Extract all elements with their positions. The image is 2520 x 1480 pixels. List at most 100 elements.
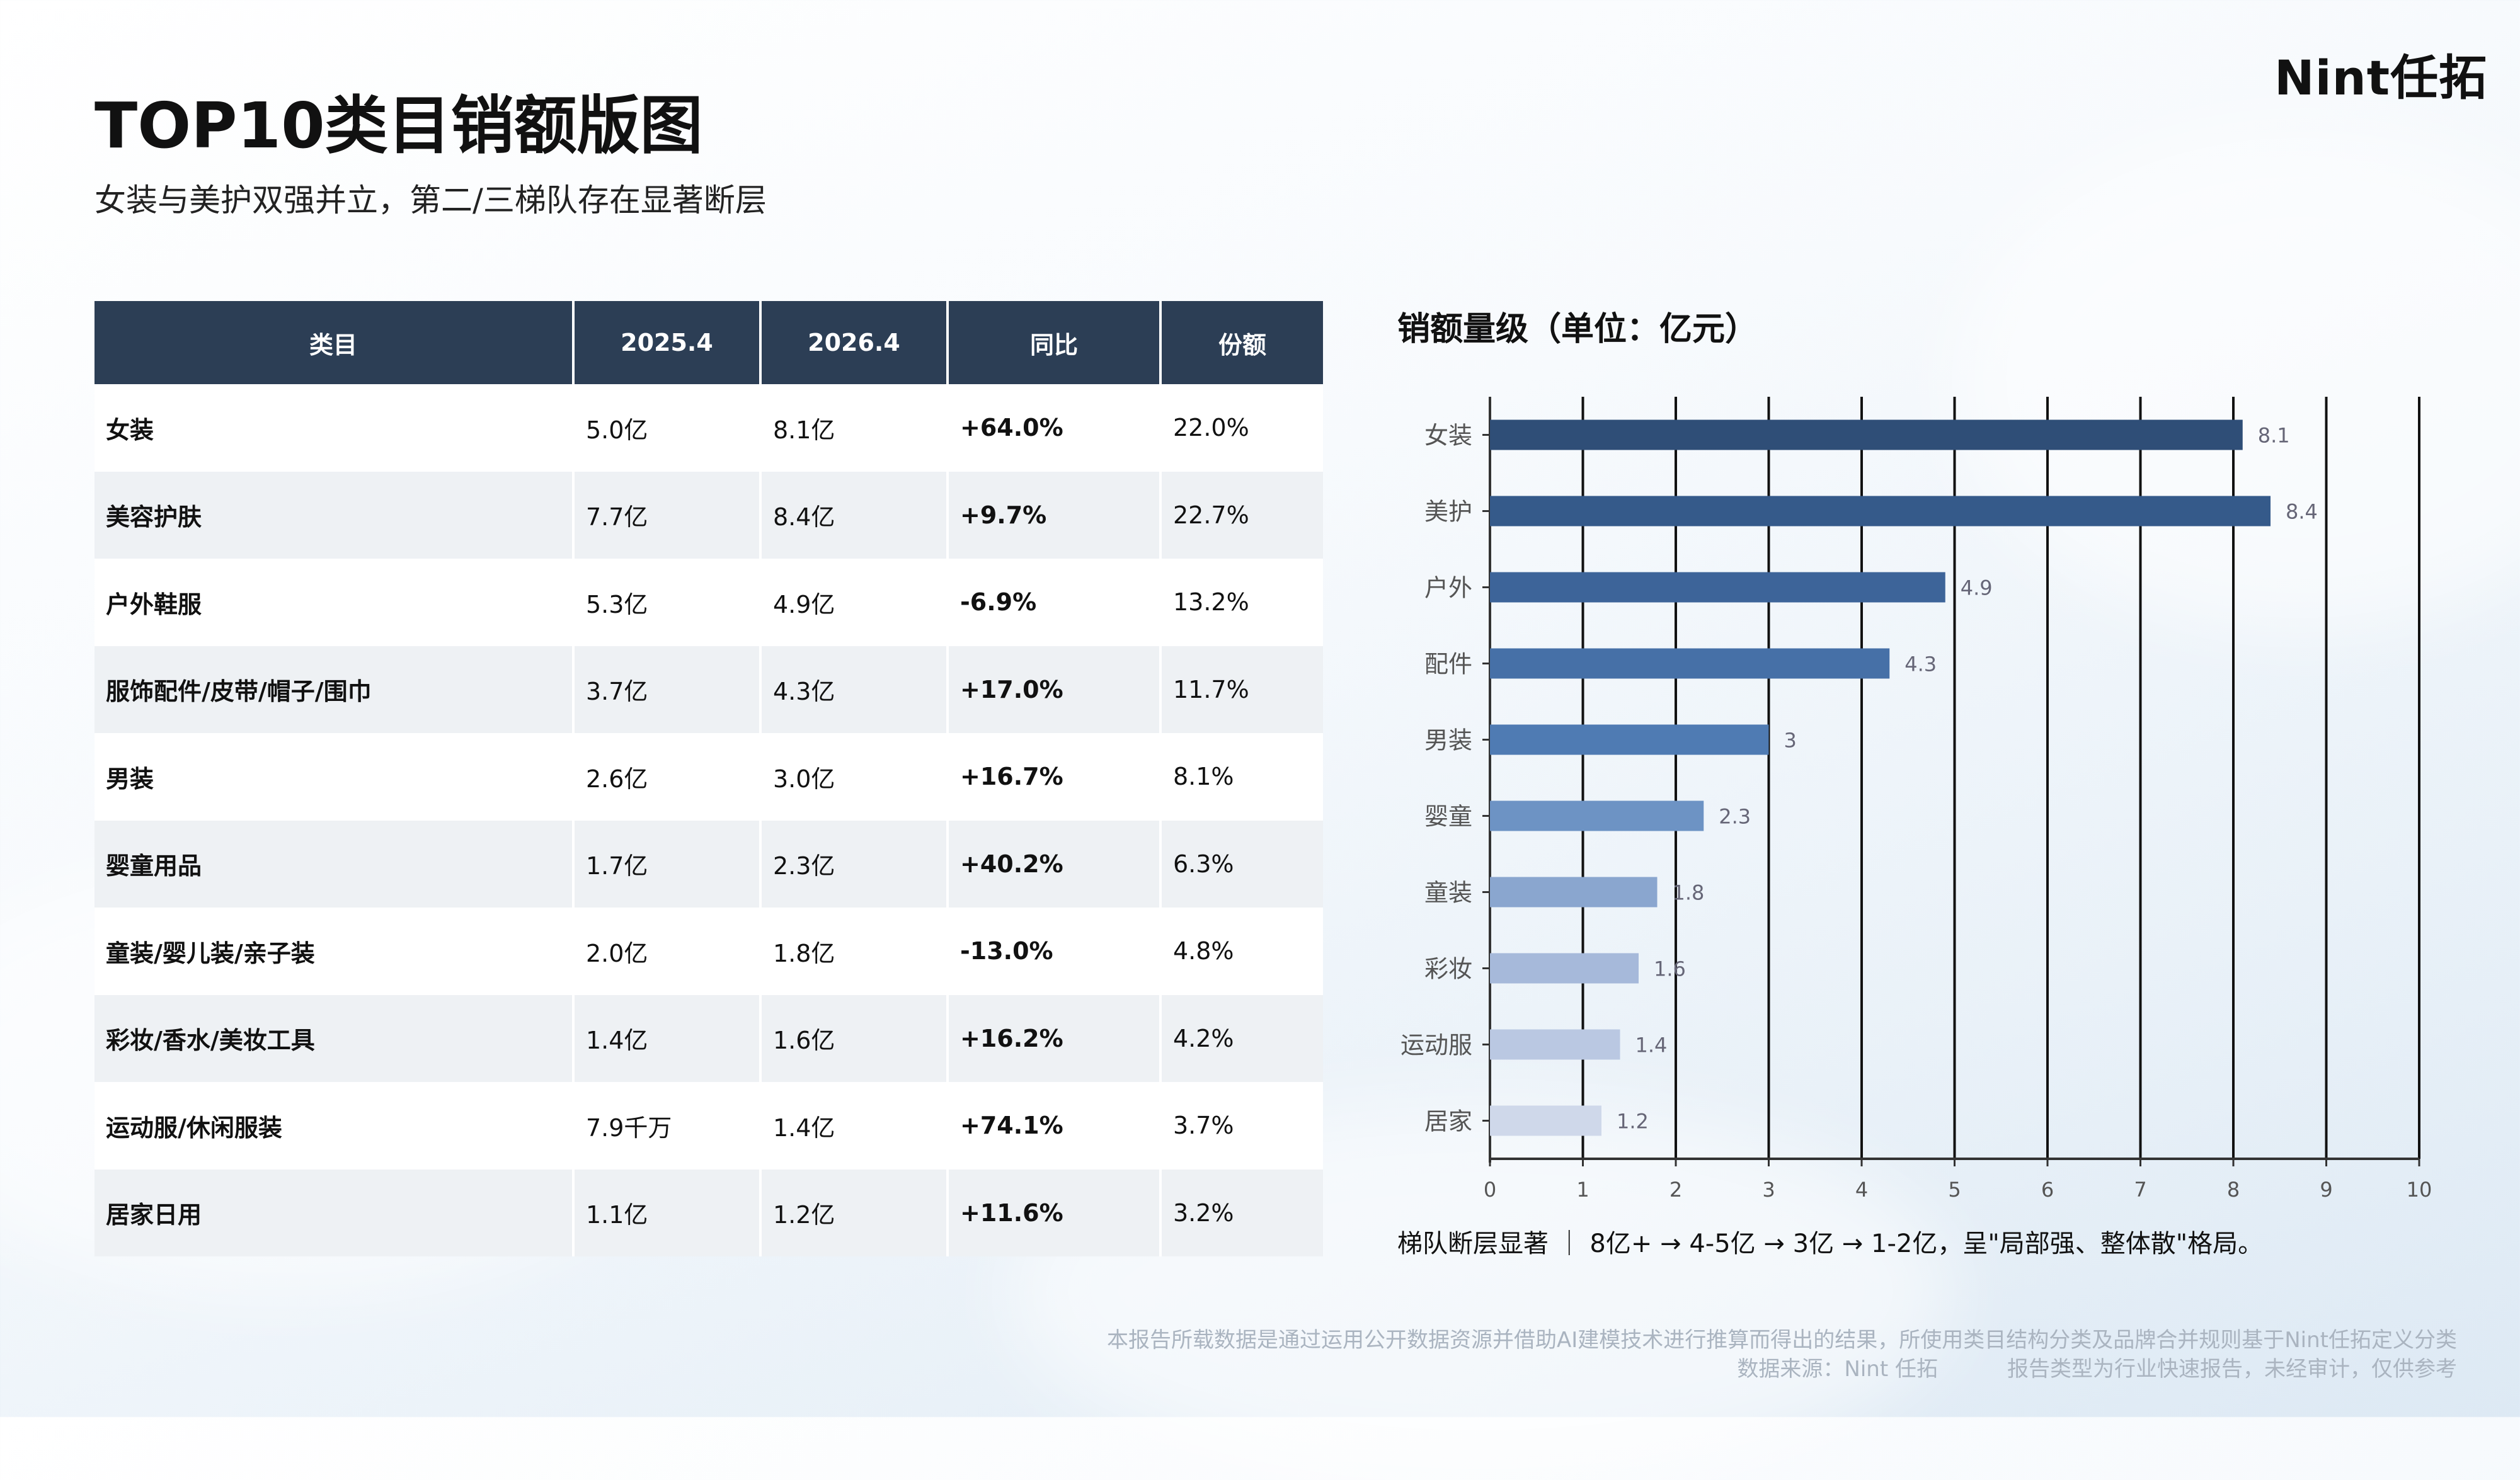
category-sales-table: 类目 2025.4 2026.4 同比 份额 女装 5.0亿 8.1亿 +64.0% 2… — [94, 301, 1323, 1256]
data-label: 3 — [1784, 729, 1797, 753]
cell-share: 6.3% — [1160, 820, 1323, 908]
cell-2025: 2.0亿 — [573, 908, 762, 995]
x-tick-label: 7 — [2134, 1178, 2146, 1202]
cell-share: 3.7% — [1160, 1082, 1323, 1170]
y-tick-label: 居家 — [1424, 1108, 1472, 1136]
table-row: 彩妆/香水/美妆工具 1.4亿 1.6亿 +16.2% 4.2% — [94, 994, 1323, 1082]
sales-bar-chart: 女装 8.1 美护 8.4 户外 4.9 配件 4.3 男装 3 婴童 2.3 童装 1.8 彩妆 1.6 运动… — [1400, 397, 2432, 1202]
data-label: 8.1 — [2258, 424, 2290, 448]
y-tick-label: 美护 — [1424, 498, 1472, 526]
y-tick-label: 配件 — [1424, 651, 1472, 678]
page-subtitle: 女装与美护双强并立，第二/三梯队存在显著断层 — [94, 182, 767, 219]
bar — [1490, 572, 1945, 603]
cell-share: 22.7% — [1160, 471, 1323, 559]
page-title: TOP10类目销额版图 — [94, 89, 703, 162]
cell-2025: 3.7亿 — [573, 646, 762, 733]
bar — [1490, 496, 2271, 527]
x-tick-label: 5 — [1948, 1178, 1961, 1202]
cell-2026: 1.4亿 — [760, 1082, 949, 1170]
table-row: 运动服/休闲服装 7.9千万 1.4亿 +74.1% 3.7% — [94, 1082, 1323, 1170]
footer-meta: 数据来源：Nint 任拓 报告类型为行业快速报告，未经审计，仅供参考 — [1737, 1352, 2457, 1382]
table-row: 男装 2.6亿 3.0亿 +16.7% 8.1% — [94, 733, 1323, 821]
cell-category: 婴童用品 — [94, 820, 575, 908]
cell-2025: 2.6亿 — [573, 733, 762, 821]
cell-category: 美容护肤 — [94, 471, 575, 559]
x-tick-label: 4 — [1855, 1178, 1868, 1202]
cell-yoy: +16.7% — [948, 733, 1162, 821]
data-label: 8.4 — [2286, 500, 2318, 524]
cell-2026: 3.0亿 — [760, 733, 949, 821]
cell-category: 彩妆/香水/美妆工具 — [94, 994, 575, 1082]
table-row: 女装 5.0亿 8.1亿 +64.0% 22.0% — [94, 384, 1323, 472]
header-yoy: 同比 — [948, 301, 1162, 384]
cell-share: 13.2% — [1160, 559, 1323, 646]
cell-2025: 1.7亿 — [573, 820, 762, 908]
header-category: 类目 — [94, 301, 575, 384]
x-tick-label: 1 — [1576, 1178, 1589, 1202]
cell-category: 运动服/休闲服装 — [94, 1082, 575, 1170]
table-row: 童装/婴儿装/亲子装 2.0亿 1.8亿 -13.0% 4.8% — [94, 908, 1323, 995]
cell-category: 居家日用 — [94, 1169, 575, 1256]
y-tick-label: 婴童 — [1424, 803, 1472, 831]
cell-2025: 7.7亿 — [573, 471, 762, 559]
bar — [1490, 1105, 1601, 1136]
bar — [1490, 419, 2243, 450]
data-label: 1.2 — [1617, 1110, 1649, 1134]
cell-share: 3.2% — [1160, 1169, 1323, 1256]
cell-2026: 1.8亿 — [760, 908, 949, 995]
cell-yoy: -13.0% — [948, 908, 1162, 995]
table-row: 服饰配件/皮带/帽子/围巾 3.7亿 4.3亿 +17.0% 11.7% — [94, 646, 1323, 733]
cell-category: 女装 — [94, 384, 575, 472]
bar — [1490, 800, 1704, 831]
bar — [1490, 648, 1890, 679]
cell-2026: 4.3亿 — [760, 646, 949, 733]
cell-share: 4.8% — [1160, 908, 1323, 995]
table-row: 婴童用品 1.7亿 2.3亿 +40.2% 6.3% — [94, 820, 1323, 908]
x-tick-label: 2 — [1670, 1178, 1682, 1202]
cell-2026: 1.6亿 — [760, 994, 949, 1082]
x-tick-label: 8 — [2227, 1178, 2240, 1202]
y-tick-label: 户外 — [1424, 574, 1472, 602]
cell-yoy: +9.7% — [948, 471, 1162, 559]
footer-source: 数据来源：Nint 任拓 — [1737, 1357, 1938, 1382]
bar — [1490, 877, 1658, 908]
data-label: 1.4 — [1635, 1033, 1668, 1057]
footer-disclaimer: 本报告所载数据是通过运用公开数据资源并借助AI建模技术进行推算而得出的结果，所使… — [1106, 1328, 2457, 1353]
cell-yoy: +64.0% — [948, 384, 1162, 472]
cell-share: 4.2% — [1160, 994, 1323, 1082]
x-tick-label: 3 — [1762, 1178, 1775, 1202]
bar — [1490, 953, 1639, 984]
chart-note: 梯队断层显著 ｜ 8亿+ → 4-5亿 → 3亿 → 1-2亿，呈"局部强、整体… — [1397, 1229, 2264, 1258]
y-tick-label: 彩妆 — [1424, 955, 1472, 983]
cell-2025: 7.9千万 — [573, 1082, 762, 1170]
cell-yoy: +16.2% — [948, 994, 1162, 1082]
footer-report-type: 报告类型为行业快速报告，未经审计，仅供参考 — [2007, 1357, 2457, 1382]
cell-yoy: -6.9% — [948, 559, 1162, 646]
cell-yoy: +17.0% — [948, 646, 1162, 733]
cell-2026: 8.1亿 — [760, 384, 949, 472]
x-tick-label: 10 — [2407, 1178, 2432, 1202]
x-tick-label: 0 — [1484, 1178, 1496, 1202]
x-tick-label: 6 — [2041, 1178, 2054, 1202]
cell-2026: 2.3亿 — [760, 820, 949, 908]
table-row: 居家日用 1.1亿 1.2亿 +11.6% 3.2% — [94, 1169, 1323, 1256]
y-tick-label: 童装 — [1424, 879, 1472, 907]
cell-2025: 5.3亿 — [573, 559, 762, 646]
header-2026: 2026.4 — [760, 301, 949, 384]
bar — [1490, 724, 1769, 755]
y-tick-label: 女装 — [1424, 422, 1472, 450]
cell-category: 户外鞋服 — [94, 559, 575, 646]
y-tick-label: 运动服 — [1400, 1032, 1472, 1059]
header-share: 份额 — [1160, 301, 1323, 384]
x-tick-label: 9 — [2320, 1178, 2332, 1202]
table-header-row: 类目 2025.4 2026.4 同比 份额 — [94, 301, 1323, 384]
table-row: 美容护肤 7.7亿 8.4亿 +9.7% 22.7% — [94, 471, 1323, 559]
cell-yoy: +74.1% — [948, 1082, 1162, 1170]
cell-2025: 5.0亿 — [573, 384, 762, 472]
header-2025: 2025.4 — [573, 301, 762, 384]
cell-share: 8.1% — [1160, 733, 1323, 821]
chart-title: 销额量级（单位：亿元） — [1397, 310, 1758, 348]
cell-yoy: +40.2% — [948, 820, 1162, 908]
cell-category: 男装 — [94, 733, 575, 821]
data-label: 1.8 — [1673, 881, 1705, 905]
